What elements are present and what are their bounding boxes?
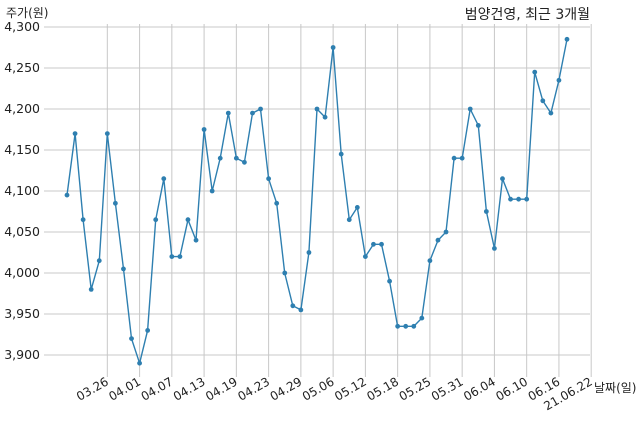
data-point <box>443 229 449 235</box>
x-tick-label: 05.06 <box>300 374 337 403</box>
data-point <box>185 217 191 223</box>
data-point <box>121 266 126 272</box>
data-point <box>169 254 175 259</box>
x-tick-label: 04.07 <box>139 374 176 403</box>
data-point <box>492 246 497 251</box>
y-axis-label: 주가(원) <box>6 6 48 20</box>
data-point <box>435 237 441 243</box>
data-point <box>209 188 215 194</box>
x-tick-label: 04.29 <box>268 374 305 403</box>
x-tick-label: 05.18 <box>364 374 401 403</box>
data-point <box>193 237 199 243</box>
x-tick-label: 06.04 <box>461 374 498 403</box>
data-point <box>540 98 546 104</box>
y-tick-label: 4,300 <box>4 19 40 34</box>
price-line <box>66 39 568 364</box>
data-point <box>217 155 223 161</box>
data-point <box>72 131 78 137</box>
y-tick-label: 4,150 <box>4 142 40 157</box>
data-point <box>516 196 522 202</box>
y-tick-label: 3,900 <box>4 347 40 362</box>
data-point <box>346 217 352 223</box>
data-point <box>403 323 409 329</box>
data-point <box>153 217 159 223</box>
series-line <box>66 39 568 364</box>
x-tick-label: 03.26 <box>74 374 111 403</box>
data-point <box>556 77 562 83</box>
data-point <box>427 258 433 264</box>
data-point <box>419 315 425 321</box>
data-point <box>532 69 538 75</box>
x-tick-label: 06.10 <box>493 374 530 403</box>
data-point <box>508 196 513 202</box>
data-point <box>298 307 304 313</box>
x-tick-label: 04.23 <box>235 374 272 403</box>
series-points <box>64 36 570 366</box>
data-point <box>225 110 231 116</box>
data-point <box>524 196 530 202</box>
grid <box>44 24 592 377</box>
data-point <box>371 241 376 247</box>
y-axis-ticks: 3,900 3,950 4,000 4,050 4,100 4,150 4,200 4,250… <box>4 19 40 362</box>
data-point <box>201 127 207 132</box>
data-point <box>242 159 247 165</box>
x-tick-label: 05.31 <box>429 374 466 403</box>
data-point <box>145 328 151 333</box>
data-point <box>104 131 110 137</box>
data-point <box>500 176 505 182</box>
data-point <box>258 106 263 112</box>
data-point <box>161 176 167 182</box>
x-tick-label: 05.12 <box>332 374 369 403</box>
data-point <box>306 250 312 255</box>
data-point <box>177 254 183 259</box>
data-point <box>282 270 288 276</box>
x-tick-label: 04.01 <box>106 374 143 403</box>
data-point <box>137 360 142 366</box>
data-point <box>129 336 134 341</box>
data-point <box>250 110 255 116</box>
data-point <box>80 217 86 223</box>
y-tick-label: 4,200 <box>4 101 40 116</box>
y-tick-label: 3,950 <box>4 306 40 321</box>
data-point <box>64 192 70 198</box>
data-point <box>395 323 401 329</box>
data-point <box>266 176 272 182</box>
data-point <box>233 155 239 161</box>
data-point <box>548 110 554 116</box>
data-point <box>354 205 360 210</box>
y-tick-label: 4,250 <box>4 60 40 75</box>
data-point <box>274 200 280 206</box>
data-point <box>411 323 417 329</box>
y-tick-label: 4,100 <box>4 183 40 198</box>
y-tick-label: 4,000 <box>4 265 40 280</box>
data-point <box>290 303 296 309</box>
data-point <box>451 155 457 161</box>
x-tick-label: 05.25 <box>397 374 434 403</box>
data-point <box>483 209 489 214</box>
data-point <box>314 106 320 112</box>
data-point <box>338 151 344 157</box>
data-point <box>322 114 328 120</box>
x-tick-label: 04.13 <box>171 374 208 403</box>
x-axis-label: 날짜(일) <box>594 381 636 395</box>
data-point <box>88 287 94 292</box>
data-point <box>362 254 368 259</box>
data-point <box>387 278 392 284</box>
y-tick-label: 4,050 <box>4 224 40 239</box>
data-point <box>96 258 102 264</box>
data-point <box>379 241 384 247</box>
data-point <box>112 200 118 206</box>
data-point <box>330 45 336 50</box>
data-point <box>459 155 465 161</box>
data-point <box>475 123 481 128</box>
data-point <box>564 36 570 42</box>
data-point <box>467 106 473 112</box>
chart-title: 범양건영, 최근 3개월 <box>465 7 590 23</box>
x-tick-label: 04.19 <box>203 374 240 403</box>
x-axis-ticks: 03.2604.0104.0704.1304.1904.2304.2905.06… <box>74 374 595 413</box>
